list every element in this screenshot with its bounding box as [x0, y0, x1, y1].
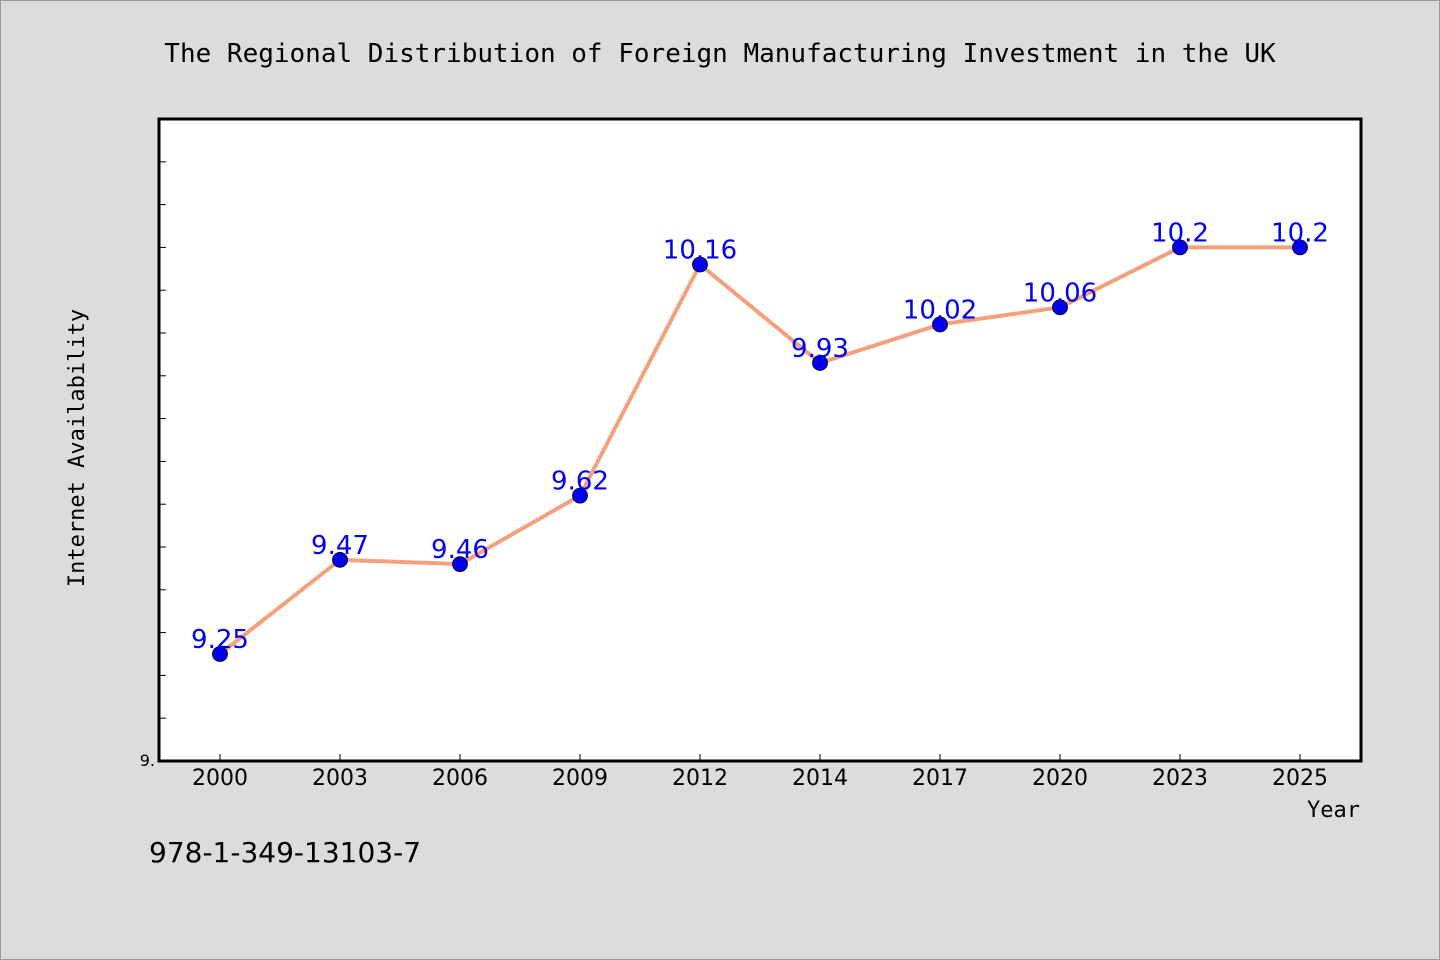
data-label: 9.25	[191, 625, 249, 655]
data-point	[812, 355, 828, 371]
x-tick-label: 2003	[312, 766, 368, 791]
x-tick-label: 2020	[1032, 766, 1088, 791]
data-point	[332, 551, 348, 568]
data-point	[1172, 239, 1188, 256]
x-tick-label: 2023	[1152, 766, 1208, 791]
x-tick-label: 2006	[432, 766, 488, 791]
y-axis-ticks: 9.	[140, 161, 166, 770]
y-tick-label: 9.	[140, 751, 155, 770]
data-label: 9.46	[431, 535, 489, 565]
data-point	[932, 316, 948, 333]
chart-title: The Regional Distribution of Foreign Man…	[164, 39, 1276, 69]
series-markers	[212, 239, 1308, 662]
data-point	[452, 556, 468, 573]
data-label: 9.62	[551, 467, 609, 497]
x-tick-label: 2025	[1272, 766, 1328, 791]
data-label: 9.93	[791, 334, 849, 364]
x-axis-ticks: 2000 2003 2006 2009 2012 2014 2017 2020 2023 2025	[192, 754, 1328, 791]
data-label: 10.06	[1023, 278, 1097, 308]
data-point	[1292, 239, 1308, 256]
plot-area	[157, 117, 1363, 763]
x-tick-label: 2009	[552, 766, 608, 791]
data-label: 10.2	[1151, 218, 1209, 248]
x-tick-label: 2014	[792, 766, 848, 791]
x-tick-label: 2000	[192, 766, 248, 791]
data-point	[692, 256, 708, 273]
data-point	[212, 646, 228, 662]
data-point	[1052, 299, 1068, 316]
series-line	[218, 245, 1302, 656]
x-axis-label: Year	[1307, 798, 1360, 823]
x-tick-label: 2017	[912, 766, 968, 791]
series-line-group	[218, 245, 1302, 656]
data-label: 10.02	[903, 295, 977, 325]
data-point	[572, 487, 588, 504]
y-axis-label: Internet Availability	[65, 309, 90, 587]
data-label: 9.47	[311, 531, 369, 561]
x-tick-label: 2012	[672, 766, 728, 791]
data-labels: 9.25 9.47 9.46 9.62 10.16 9.93 10.02 10.06 10.2 1…	[191, 218, 1329, 655]
isbn-footer: 978-1-349-13103-7	[149, 836, 421, 869]
data-label: 10.16	[663, 236, 737, 266]
data-label: 10.2	[1271, 218, 1329, 248]
